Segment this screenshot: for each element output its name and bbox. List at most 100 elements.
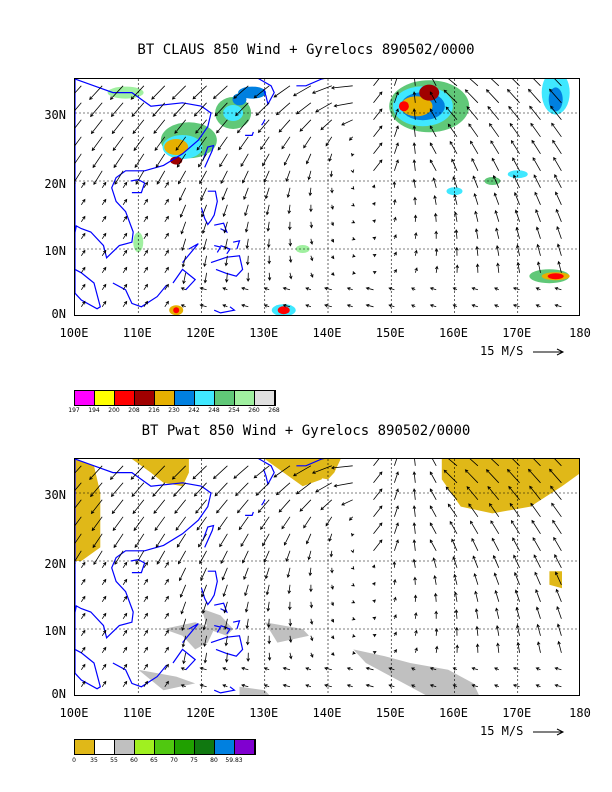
panel1-wind-arrow <box>351 153 355 157</box>
panel2-wind-arrow <box>447 503 458 518</box>
panel1-wind-arrow <box>373 79 380 87</box>
panel1-wind-arrow <box>551 122 562 138</box>
panel1-wind-arrow <box>372 236 377 241</box>
panel1-wind-arrow <box>372 201 376 206</box>
panel1-wind-arrow <box>527 88 541 104</box>
panel1-wind-arrow <box>535 209 541 222</box>
panel2-wind-arrow <box>555 571 562 585</box>
panel2-wind-arrow <box>496 642 500 653</box>
panel1-wind-arrow <box>164 300 169 308</box>
panel1-title: BT CLAUS 850 Wind + Gyrelocs 890502/0000 <box>137 42 475 58</box>
panel2-wind-arrow <box>134 533 145 548</box>
panel2-wind-arrow <box>223 601 228 614</box>
panel2-wind-arrow <box>554 667 562 671</box>
colorbar-tick-label: 35 <box>90 757 98 764</box>
panel1-map <box>74 78 580 316</box>
panel1-wind-arrow <box>245 238 250 250</box>
cloud-patch <box>238 86 267 99</box>
panel2-wind-arrow <box>217 516 228 531</box>
panel2-wind-arrow <box>101 578 107 586</box>
panel2-wind-arrow <box>222 584 228 597</box>
panel2-wind-arrow <box>474 608 479 619</box>
colorbar-tick-label: 75 <box>190 757 198 764</box>
panel2-wind-arrow <box>351 617 356 621</box>
panel2-wind-arrow <box>288 618 293 627</box>
panel2-wind-arrow <box>533 459 541 467</box>
panel1-wind-arrow <box>282 286 291 291</box>
panel2-wind-arrow <box>493 572 500 585</box>
colorbar-swatch <box>215 740 235 754</box>
colorbar-tick-label: 194 <box>88 407 100 414</box>
panel1-wind-arrow <box>220 170 228 184</box>
panel2-wind-arrow <box>80 629 86 637</box>
panel1-wind-arrow <box>93 170 103 186</box>
panel1-wind-arrow <box>223 221 228 234</box>
cloud-system-ne <box>400 96 433 117</box>
panel1-wind-arrow <box>101 283 107 291</box>
panel1-coastline-2 <box>202 144 215 168</box>
panel2-wind-arrow <box>351 583 355 587</box>
panel2-wind-arrow <box>288 652 293 660</box>
panel1-wind-arrow <box>469 79 479 87</box>
pwat-moist-patch <box>239 686 270 695</box>
panel2-wind-arrow <box>263 684 270 688</box>
panel2-wind-arrow <box>75 465 82 474</box>
panel2-wind-arrow <box>246 652 250 662</box>
panel1-wind-arrow <box>181 238 187 251</box>
panel1-xlabel: 180 <box>569 326 591 340</box>
panel1-wind-arrow <box>512 157 520 171</box>
cloud-system-south-core <box>277 306 290 315</box>
panel1-wind-arrow <box>433 212 438 222</box>
panel1-wind-arrow <box>110 102 124 118</box>
panel1-wind-arrow <box>244 204 249 217</box>
panel2-wind-arrow <box>164 561 169 569</box>
panel1-gridlines <box>75 79 579 315</box>
panel1-xlabel: 150E <box>375 326 405 340</box>
panel1-wind-arrow <box>295 102 312 115</box>
panel2-wind-arrow <box>310 635 314 642</box>
panel2-wind-arrow <box>429 471 437 483</box>
panel1-wind-arrow <box>282 303 291 308</box>
panel2-wind-arrow <box>224 618 228 630</box>
panel1-wind-arrow <box>132 119 145 135</box>
panel1-wind-arrow <box>122 198 128 206</box>
panel1-wind-arrow <box>122 215 128 223</box>
panel2-wind-arrow <box>552 519 562 535</box>
panel2-wind-arrow <box>448 459 458 467</box>
panel1-wind-arrow <box>394 91 399 103</box>
panel1-ylabel-20n: 20N <box>44 177 66 191</box>
panel1-wind-arrow <box>122 181 128 189</box>
panel1-xlabel: 100E <box>59 326 89 340</box>
panel2-wind-arrow <box>75 482 82 491</box>
panel1-wind-arrow <box>373 159 383 172</box>
panel2-wind-arrow <box>330 584 334 590</box>
colorbar-swatch <box>195 740 215 754</box>
panel1-wind-arrow <box>177 170 187 185</box>
panel2-wind-arrow <box>109 465 124 481</box>
panel2-ylabel-20n: 20N <box>44 557 66 571</box>
panel2-coastline-0 <box>75 459 212 690</box>
colorbar-tick-label: 216 <box>148 407 160 414</box>
panel2-wind-arrow <box>534 571 541 585</box>
panel2-wind-arrow <box>224 635 229 647</box>
panel1-wind-arrow <box>351 237 356 241</box>
panel2-wind-arrow <box>512 667 520 671</box>
panel1-vector-scale: 15 M/S <box>480 344 565 358</box>
panel1-wind-arrow <box>472 175 479 188</box>
panel1-wind-arrow <box>536 243 541 256</box>
panel2-title: BT Pwat 850 Wind + Gyrelocs 890502/0000 <box>141 423 471 439</box>
panel1-wind-arrow <box>267 272 272 281</box>
colorbar-swatch <box>215 391 235 405</box>
panel1-wind-arrow <box>241 286 249 291</box>
panel2-wind-arrow <box>122 595 128 603</box>
panel1-wind-arrow <box>262 153 270 167</box>
panel1-wind-arrow <box>101 198 107 206</box>
panel2-wind-arrow <box>122 629 128 637</box>
panel1-wind-arrow <box>265 204 270 216</box>
panel2-wind-arrow <box>202 618 207 631</box>
panel2-wind-arrow <box>122 612 128 620</box>
panel2-wind-arrow <box>394 488 399 500</box>
colorbar-swatch <box>155 740 175 754</box>
panel1-wind-arrow <box>471 287 479 291</box>
panel2-wind-arrow <box>267 618 271 629</box>
